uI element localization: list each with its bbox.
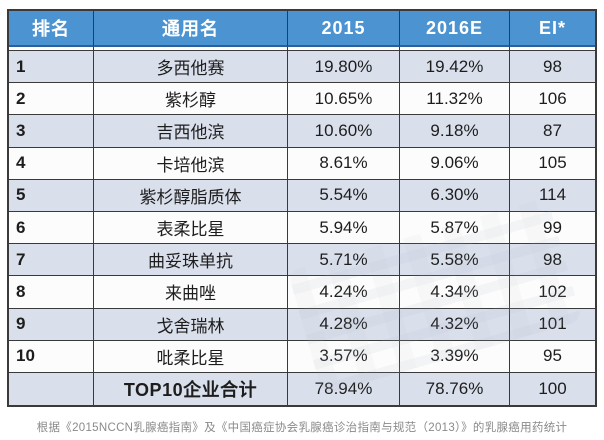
drug-name-cell: 吉西他滨 bbox=[94, 115, 288, 148]
rank-cell: 2 bbox=[9, 83, 94, 116]
header-gap bbox=[9, 47, 94, 51]
rank-cell: 10 bbox=[9, 340, 94, 373]
rank-cell: 7 bbox=[9, 244, 94, 277]
col-header-2016e: 2016E bbox=[400, 11, 510, 47]
col-header-rank: 排名 bbox=[9, 11, 94, 47]
ei-cell: 98 bbox=[510, 51, 595, 84]
share-2015-cell: 10.65% bbox=[288, 83, 400, 116]
drug-name-cell: 紫杉醇脂质体 bbox=[94, 179, 288, 212]
share-2016e-cell: 9.06% bbox=[400, 147, 510, 180]
table-grid: 排名 通用名 2015 2016E EI* 1 多西他赛 19.80% 19.4… bbox=[9, 11, 595, 406]
total-2016e-cell: 78.76% bbox=[400, 372, 510, 406]
share-2016e-cell: 5.87% bbox=[400, 211, 510, 245]
total-ei-cell: 100 bbox=[510, 372, 595, 406]
ei-cell: 95 bbox=[510, 340, 595, 373]
rank-cell: 8 bbox=[9, 276, 94, 309]
share-2015-cell: 3.57% bbox=[288, 340, 400, 373]
ei-cell: 99 bbox=[510, 211, 595, 245]
share-2016e-cell: 11.32% bbox=[400, 83, 510, 116]
ei-cell: 106 bbox=[510, 83, 595, 116]
ei-cell: 114 bbox=[510, 179, 595, 212]
share-2016e-cell: 3.39% bbox=[400, 340, 510, 373]
share-2015-cell: 10.60% bbox=[288, 115, 400, 148]
share-2016e-cell: 19.42% bbox=[400, 51, 510, 84]
drug-name-cell: 卡培他滨 bbox=[94, 147, 288, 180]
ei-cell: 101 bbox=[510, 308, 595, 341]
drug-name-cell: 多西他赛 bbox=[94, 51, 288, 84]
share-2015-cell: 8.61% bbox=[288, 147, 400, 180]
col-header-2015: 2015 bbox=[288, 11, 400, 47]
ei-cell: 87 bbox=[510, 115, 595, 148]
drug-share-table: 排名 通用名 2015 2016E EI* 1 多西他赛 19.80% 19.4… bbox=[7, 9, 597, 408]
drug-name-cell: 来曲唑 bbox=[94, 276, 288, 309]
drug-name-cell: 曲妥珠单抗 bbox=[94, 244, 288, 277]
share-2015-cell: 5.94% bbox=[288, 211, 400, 245]
rank-cell: 5 bbox=[9, 179, 94, 212]
drug-name-cell: 紫杉醇 bbox=[94, 83, 288, 116]
share-2016e-cell: 4.32% bbox=[400, 308, 510, 341]
rank-cell: 4 bbox=[9, 147, 94, 180]
header-gap bbox=[288, 47, 400, 51]
col-header-ei: EI* bbox=[510, 11, 595, 47]
share-2015-cell: 5.71% bbox=[288, 244, 400, 277]
share-2015-cell: 19.80% bbox=[288, 51, 400, 84]
header-gap bbox=[94, 47, 288, 51]
share-2015-cell: 4.28% bbox=[288, 308, 400, 341]
total-label-cell: TOP10企业合计 bbox=[94, 372, 288, 406]
ei-cell: 105 bbox=[510, 147, 595, 180]
source-note: 根据《2015NCCN乳腺癌指南》及《中国癌症协会乳腺癌诊治指南与规范（2013… bbox=[36, 422, 568, 434]
share-2016e-cell: 5.58% bbox=[400, 244, 510, 277]
share-2016e-cell: 4.34% bbox=[400, 276, 510, 309]
total-rank-cell bbox=[9, 372, 94, 406]
share-2016e-cell: 9.18% bbox=[400, 115, 510, 148]
rank-cell: 3 bbox=[9, 115, 94, 148]
drug-name-cell: 表柔比星 bbox=[94, 211, 288, 245]
rank-cell: 9 bbox=[9, 308, 94, 341]
header-gap bbox=[400, 47, 510, 51]
drug-name-cell: 戈舍瑞林 bbox=[94, 308, 288, 341]
rank-cell: 6 bbox=[9, 211, 94, 245]
ei-cell: 98 bbox=[510, 244, 595, 277]
share-2015-cell: 5.54% bbox=[288, 179, 400, 212]
rank-cell: 1 bbox=[9, 51, 94, 84]
share-2015-cell: 4.24% bbox=[288, 276, 400, 309]
header-gap bbox=[510, 47, 595, 51]
total-2015-cell: 78.94% bbox=[288, 372, 400, 406]
drug-name-cell: 吡柔比星 bbox=[94, 340, 288, 373]
share-2016e-cell: 6.30% bbox=[400, 179, 510, 212]
col-header-name: 通用名 bbox=[94, 11, 288, 47]
ei-cell: 102 bbox=[510, 276, 595, 309]
